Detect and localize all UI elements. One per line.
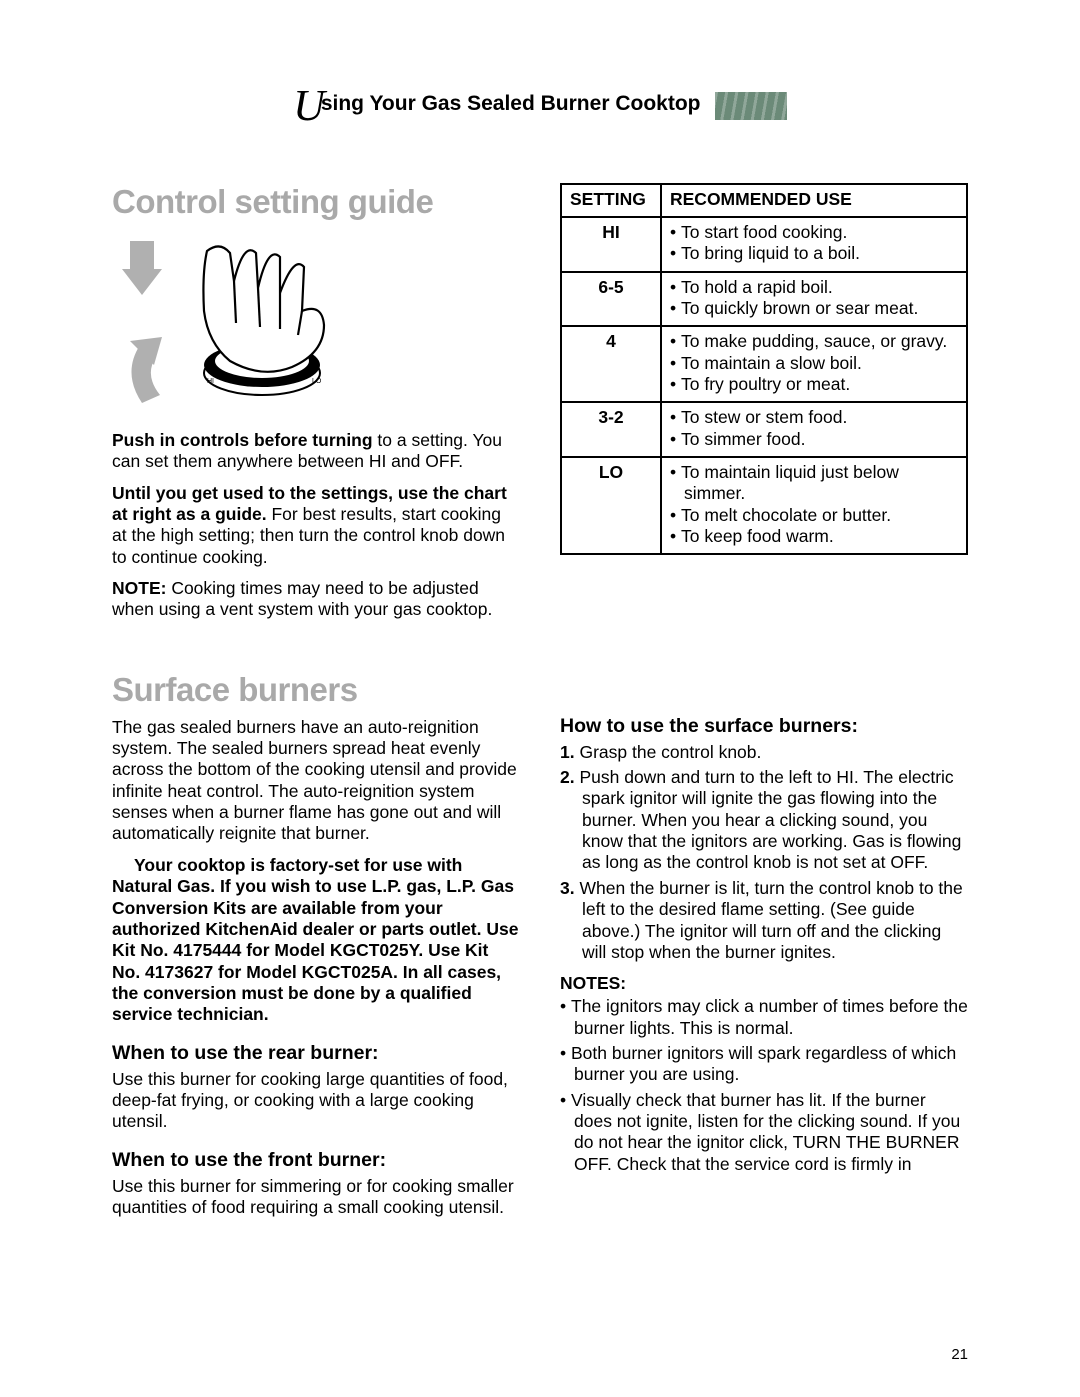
surface-right-col: How to use the surface burners: 1. Grasp… [556,671,968,1229]
setting-cell: LO [561,457,661,554]
use-item: To hold a rapid boil. [670,277,958,298]
page-number: 21 [951,1346,968,1363]
notes-heading: NOTES: [560,973,968,994]
steps-list: 1. Grasp the control knob. 2. Push down a… [560,742,968,963]
setting-cell: 6-5 [561,272,661,327]
use-item: To bring liquid to a boil. [670,243,958,264]
note-item: The ignitors may click a number of times… [560,996,968,1039]
step-item: 2. Push down and turn to the left to HI.… [560,767,968,874]
table-row: 4To make pudding, sauce, or gravy.To mai… [561,326,967,402]
settings-table: SETTING RECOMMENDED USE HITo start food … [560,183,968,555]
th-use: RECOMMENDED USE [661,184,967,217]
use-cell: To maintain liquid just below simmer.To … [661,457,967,554]
table-row: LOTo maintain liquid just below simmer.T… [561,457,967,554]
control-right-col: SETTING RECOMMENDED USE HITo start food … [556,183,968,631]
table-row: HITo start food cooking.To bring liquid … [561,217,967,272]
knob-illustration: HI LO [112,233,392,413]
rear-burner-body: Use this burner for cooking large quanti… [112,1069,520,1133]
rear-burner-title: When to use the rear burner: [112,1042,520,1065]
use-cell: To hold a rapid boil.To quickly brown or… [661,272,967,327]
table-row: 6-5To hold a rapid boil.To quickly brown… [561,272,967,327]
svg-text:LO: LO [312,378,322,385]
use-cell: To stew or stem food.To simmer food. [661,402,967,457]
use-item: To make pudding, sauce, or gravy. [670,331,958,352]
use-item: To maintain liquid just below simmer. [670,462,958,505]
use-item: To maintain a slow boil. [670,353,958,374]
use-item: To keep food warm. [670,526,958,547]
setting-cell: HI [561,217,661,272]
surface-factory-bold: Your cooktop is factory-set for use with… [112,855,518,1024]
svg-text:HI: HI [207,378,214,385]
table-row: 3-2To stew or stem food.To simmer food. [561,402,967,457]
para-note-bold: NOTE: [112,578,166,598]
para-push-in: Push in controls before turning to a set… [112,430,520,473]
th-setting: SETTING [561,184,661,217]
step-item: 3. When the burner is lit, turn the cont… [560,878,968,963]
note-item: Visually check that burner has lit. If t… [560,1090,968,1175]
surface-factory: Your cooktop is factory-set for use with… [112,855,520,1026]
page-title: Using Your Gas Sealed Burner Cooktop [293,80,700,131]
control-setting-title: Control setting guide [112,183,520,221]
para-push-in-bold: Push in controls before turning [112,430,373,450]
para-note-rest: Cooking times may need to be adjusted wh… [112,578,492,619]
para-until: Until you get used to the settings, use … [112,483,520,568]
use-item: To melt chocolate or butter. [670,505,958,526]
use-cell: To make pudding, sauce, or gravy.To main… [661,326,967,402]
use-item: To stew or stem food. [670,407,958,428]
surface-burners-section: Surface burners The gas sealed burners h… [112,671,968,1229]
use-item: To fry poultry or meat. [670,374,958,395]
title-rest: sing Your Gas Sealed Burner Cooktop [321,92,701,115]
howto-title: How to use the surface burners: [560,715,968,738]
note-item: Both burner ignitors will spark regardle… [560,1043,968,1086]
front-burner-body: Use this burner for simmering or for coo… [112,1176,520,1219]
brand-badge [715,92,787,120]
control-setting-section: Control setting guide [112,183,968,631]
surface-intro: The gas sealed burners have an auto-reig… [112,717,520,845]
control-left-col: Control setting guide [112,183,524,631]
setting-cell: 4 [561,326,661,402]
surface-title: Surface burners [112,671,520,709]
use-item: To simmer food. [670,429,958,450]
surface-left-col: Surface burners The gas sealed burners h… [112,671,524,1229]
use-item: To start food cooking. [670,222,958,243]
notes-list: The ignitors may click a number of times… [560,996,968,1175]
use-cell: To start food cooking.To bring liquid to… [661,217,967,272]
front-burner-title: When to use the front burner: [112,1149,520,1172]
setting-cell: 3-2 [561,402,661,457]
use-item: To quickly brown or sear meat. [670,298,958,319]
para-note: NOTE: Cooking times may need to be adjus… [112,578,520,621]
page-header: Using Your Gas Sealed Burner Cooktop [112,80,968,131]
step-item: 1. Grasp the control knob. [560,742,968,763]
